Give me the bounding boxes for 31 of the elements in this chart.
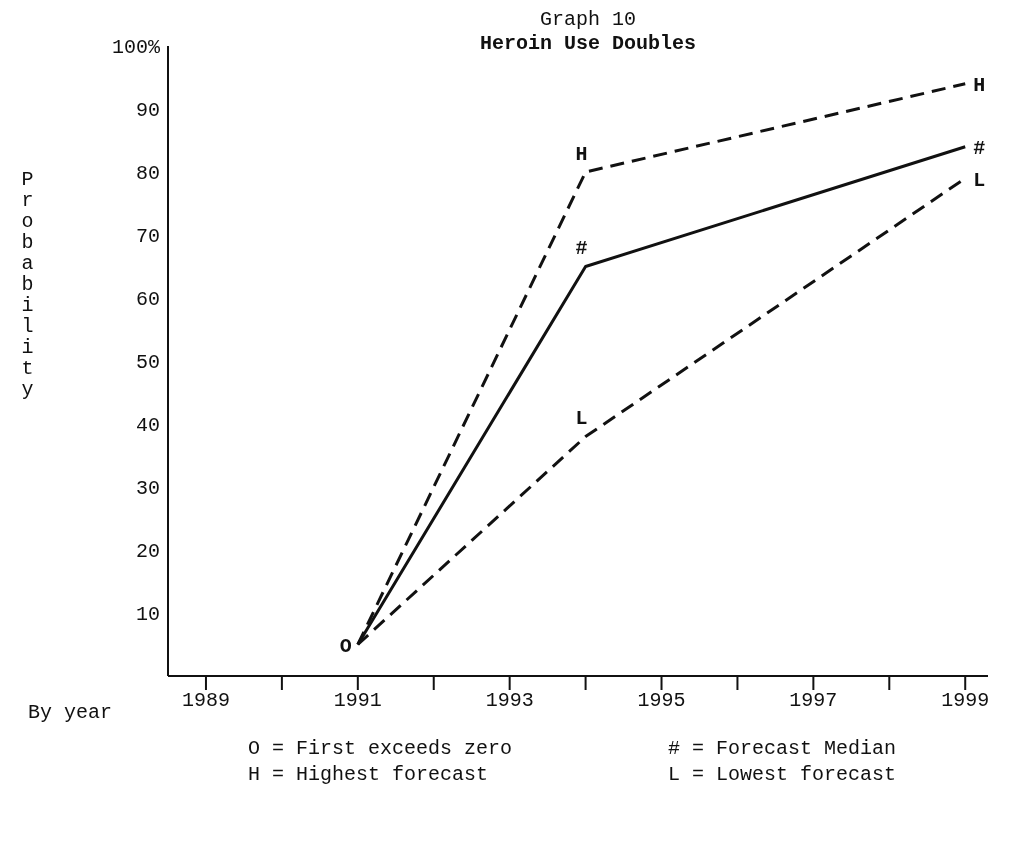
text: L = Lowest forecast: [668, 762, 898, 788]
y-tick-label: 10: [135, 603, 160, 627]
annotation: H: [973, 74, 986, 98]
annotation: #: [575, 237, 588, 260]
annotation: L: [973, 168, 986, 192]
y-tick-label: 20: [135, 540, 160, 564]
y-axis-title: Probability: [16, 168, 39, 399]
x-tick-label: 1991: [333, 689, 382, 713]
annotation: #: [973, 137, 986, 161]
x-tick-label: 1995: [637, 689, 686, 713]
y-tick-label: 30: [135, 477, 160, 501]
y-tick-label: 50: [135, 351, 160, 375]
x-tick-label: 1989: [181, 689, 230, 713]
annotation: O: [339, 635, 352, 658]
x-tick-label: 1999: [941, 689, 990, 713]
x-tick-label: 1993: [485, 689, 534, 713]
text: O = First exceeds zero: [248, 736, 514, 762]
annotation: L: [575, 407, 588, 431]
y-tick-label: 60: [135, 288, 160, 312]
annotation: H: [575, 142, 588, 166]
y-tick-label: 80: [135, 162, 160, 186]
x-axis-title: By year: [28, 701, 113, 724]
text: # = Forecast Median: [668, 736, 898, 762]
text: H = Highest forecast: [248, 762, 490, 788]
y-tick-label: 40: [135, 414, 160, 438]
chart-title: Graph 10: [539, 8, 637, 32]
y-tick-label: 90: [135, 99, 160, 123]
y-tick-label: 70: [135, 225, 160, 249]
chart-subtitle: Heroin Use Doubles: [479, 32, 697, 55]
x-tick-label: 1997: [789, 689, 838, 713]
y-tick-label: 100%: [111, 36, 161, 60]
